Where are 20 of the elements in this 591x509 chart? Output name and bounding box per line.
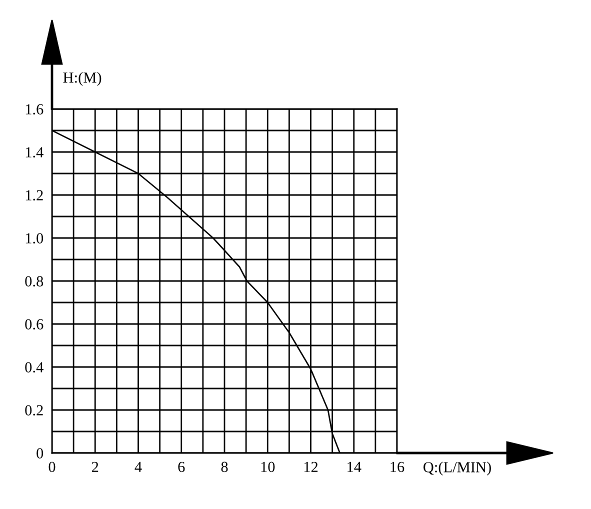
y-tick-label: 0.8 [25,276,44,287]
y-tick-label: 1.6 [26,104,44,115]
x-tick-label: 4 [134,462,142,472]
y-tick-label: 0.4 [25,362,44,373]
x-axis-title: Q:(L/MIN) [424,462,491,476]
y-tick-label: 1.4 [26,147,44,158]
x-tick-label: 10 [261,462,275,472]
y-tick-label: 0.2 [25,405,43,416]
y-axis-title: H:(M) [63,72,102,86]
x-tick-label: 0 [48,462,56,472]
x-tick-label: 16 [390,462,404,472]
y-tick-label: 0 [36,448,44,458]
y-tick-label: 1.2 [26,190,43,201]
x-tick-label: 2 [92,462,98,472]
x-tick-label: 8 [221,462,228,472]
x-tick-label: 12 [304,462,318,472]
y-tick-label: 1.0 [26,233,44,244]
y-tick-label: 0.6 [25,319,44,330]
x-tick-label: 6 [178,462,185,472]
x-tick-label: 14 [348,462,362,472]
